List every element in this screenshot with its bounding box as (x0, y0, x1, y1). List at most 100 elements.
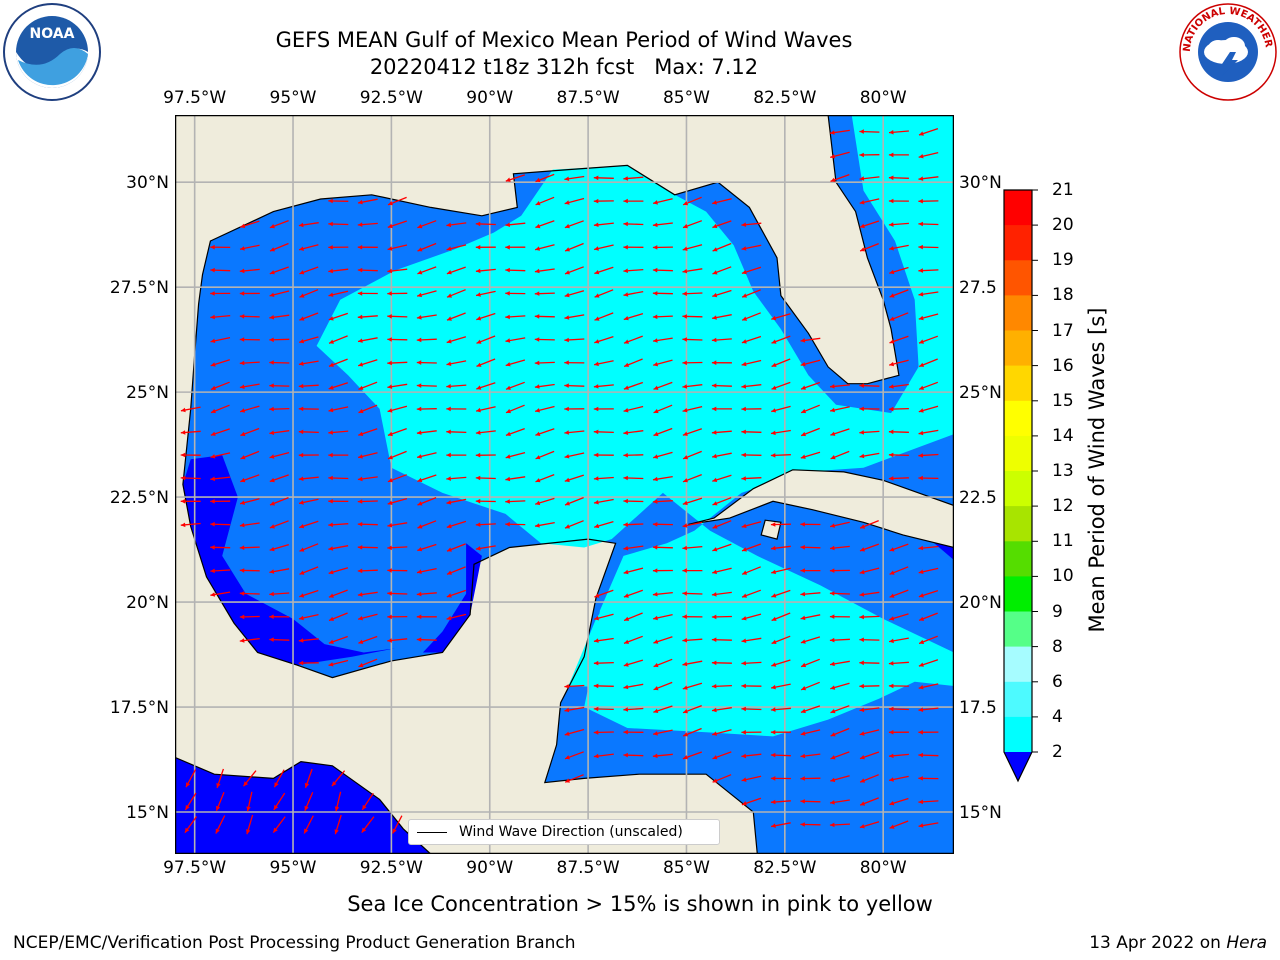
wave-direction-arrow (416, 290, 437, 298)
wave-direction-arrow (770, 683, 791, 690)
wave-direction-arrow (771, 612, 791, 622)
wave-direction-arrow (859, 406, 880, 412)
wave-direction-arrow (889, 797, 909, 806)
wave-direction-arrow (682, 450, 702, 460)
wave-direction-arrow (535, 428, 555, 436)
wave-direction-arrow (564, 452, 585, 459)
wave-direction-arrow (505, 499, 526, 504)
wave-direction-arrow (357, 591, 378, 597)
colorbar-tick-label: 8 (1052, 636, 1063, 657)
wave-direction-arrow (269, 614, 290, 619)
wave-direction-arrow (328, 358, 348, 368)
colorbar-tick-label: 21 (1052, 180, 1074, 200)
wave-direction-arrow (829, 614, 850, 619)
wave-direction-arrow (446, 589, 467, 598)
wave-direction-arrow (269, 520, 289, 529)
wave-direction-arrow (357, 267, 378, 273)
colorbar-segment (1004, 716, 1032, 753)
wave-direction-arrow (741, 797, 762, 806)
wave-direction-arrow (298, 383, 319, 389)
wave-direction-arrow (446, 336, 467, 344)
wave-direction-arrow (593, 452, 614, 458)
wave-direction-arrow (830, 751, 850, 760)
wave-direction-arrow (564, 314, 585, 320)
wave-direction-arrow (298, 476, 319, 481)
wave-direction-arrow (505, 522, 526, 527)
wave-direction-arrow (534, 337, 555, 342)
wave-direction-arrow (682, 591, 703, 596)
pacific-ocean (175, 757, 431, 854)
colorbar-segment (1004, 435, 1032, 472)
wave-direction-arrow (918, 822, 939, 828)
colorbar-segment (1004, 506, 1032, 542)
wave-direction-arrow (859, 129, 880, 134)
wave-direction-arrow (269, 496, 289, 506)
wave-direction-arrow (210, 499, 231, 504)
wave-direction-arrow (239, 314, 260, 319)
wave-direction-arrow (918, 244, 939, 250)
wave-direction-arrow (593, 406, 614, 412)
wave-direction-arrow (184, 792, 197, 811)
wave-direction-arrow (623, 659, 644, 667)
wave-direction-arrow (652, 337, 673, 343)
wave-direction-arrow (888, 661, 909, 666)
wave-direction-arrow (416, 637, 437, 642)
wave-direction-arrow (623, 358, 643, 368)
wave-direction-arrow (829, 545, 850, 551)
wave-direction-arrow (299, 289, 319, 298)
wave-direction-arrow (299, 566, 319, 575)
wave-direction-arrow (888, 775, 909, 782)
wave-direction-arrow (358, 635, 378, 644)
wave-direction-arrow (564, 520, 584, 529)
wave-direction-arrow (800, 451, 821, 459)
wave-direction-arrow (711, 591, 732, 597)
wave-direction-arrow (918, 358, 938, 368)
wave-direction-arrow (682, 337, 703, 342)
wave-direction-arrow (246, 814, 254, 835)
wave-direction-arrow (918, 221, 939, 227)
wave-direction-arrow (505, 267, 526, 273)
wave-direction-arrow (918, 545, 939, 551)
colorbar-tick-label: 4 (1052, 706, 1063, 727)
wave-direction-arrow (653, 636, 673, 644)
wave-direction-arrow (829, 799, 850, 805)
wave-direction-arrow (888, 406, 909, 412)
wave-direction-arrow (239, 360, 260, 366)
wave-direction-arrow (593, 222, 614, 227)
wave-direction-arrow (918, 589, 939, 598)
wave-direction-arrow (564, 242, 584, 252)
svg-text:NOAA: NOAA (30, 26, 75, 42)
wave-direction-arrow (180, 406, 201, 413)
wave-direction-arrow (653, 381, 673, 390)
x-tick-bottom: 90°W (466, 858, 514, 878)
wave-direction-arrow (682, 405, 703, 413)
wave-direction-arrow (682, 638, 703, 643)
wave-direction-arrow (210, 244, 231, 250)
wave-direction-arrow (623, 405, 644, 413)
wave-direction-arrow (918, 707, 939, 712)
wave-direction-arrow (475, 498, 496, 504)
wave-direction-arrow (328, 290, 349, 297)
wave-direction-arrow (712, 774, 732, 783)
wave-direction-arrow (800, 427, 820, 437)
wave-direction-arrow (476, 335, 496, 344)
wave-direction-arrow (682, 360, 703, 366)
wave-direction-arrow (328, 452, 349, 458)
wave-direction-arrow (682, 384, 703, 389)
wave-direction-arrow (564, 430, 585, 435)
wave-direction-arrow (564, 496, 584, 506)
wave-direction-arrow (387, 244, 408, 251)
colorbar-tick-label: 11 (1052, 531, 1074, 552)
wave-direction-arrow (859, 751, 880, 760)
wave-direction-arrow (239, 637, 260, 643)
wave-direction-arrow (918, 659, 939, 667)
wave-direction-arrow (269, 568, 290, 574)
wave-direction-arrow (741, 543, 762, 552)
wave-direction-arrow (298, 452, 319, 458)
wave-direction-arrow (918, 335, 939, 344)
colorbar-frame (1003, 189, 1033, 783)
wave-direction-arrow (682, 268, 703, 274)
wave-direction-arrow (653, 359, 673, 367)
wave-direction-arrow (593, 175, 614, 181)
wave-direction-arrow (387, 383, 408, 389)
